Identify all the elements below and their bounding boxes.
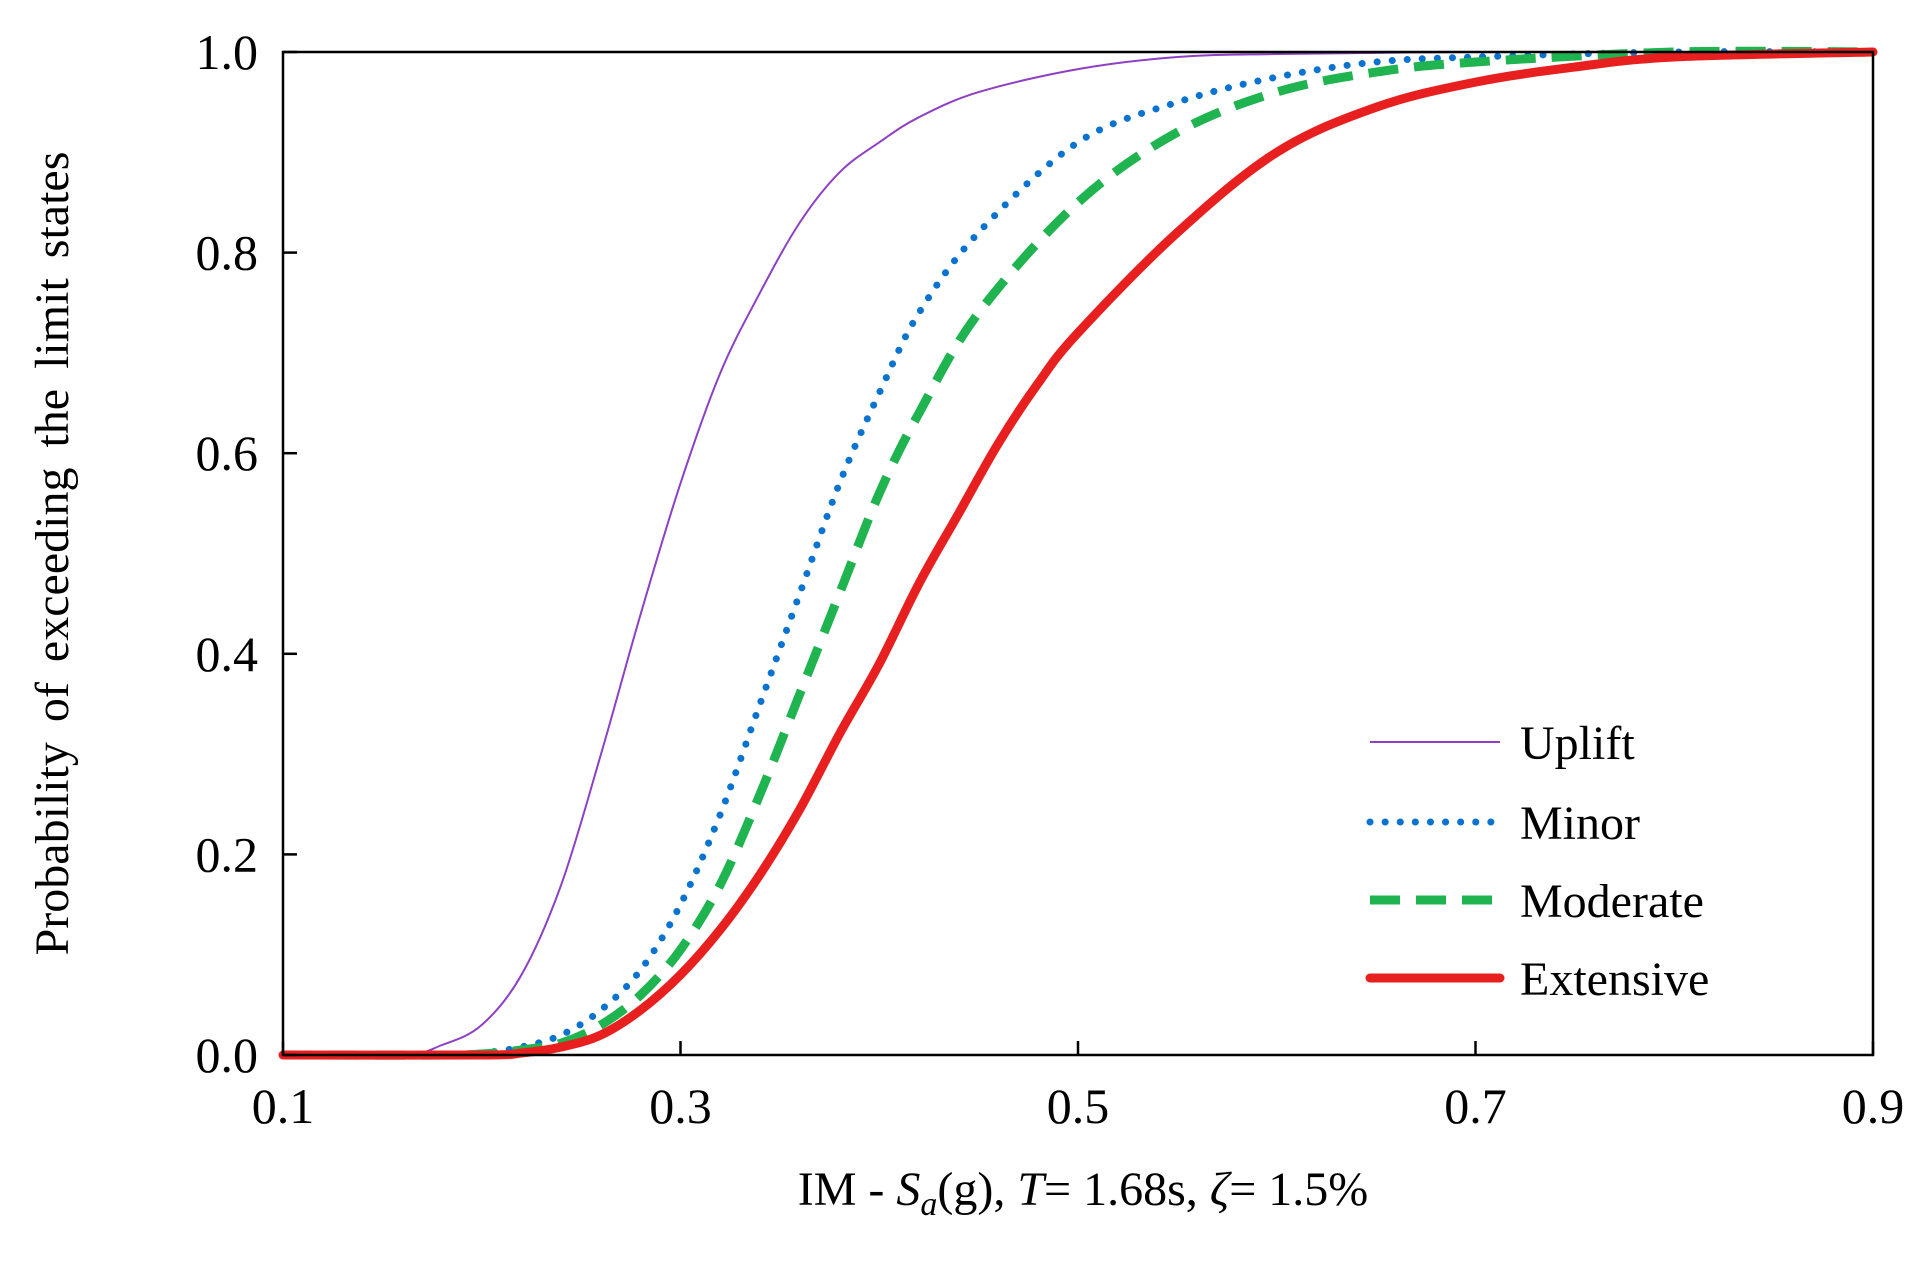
x-axis-title: IM - Sa(g), T= 1.68s, ζ= 1.5% bbox=[798, 1163, 1369, 1223]
y-tick-label: 0.2 bbox=[196, 826, 259, 882]
x-tick-label: 0.5 bbox=[1047, 1078, 1110, 1134]
x-tick-label: 0.3 bbox=[649, 1078, 712, 1134]
y-tick-label: 0.0 bbox=[196, 1027, 259, 1083]
x-title-s-subscript: a bbox=[920, 1186, 937, 1223]
x-tick-label: 0.7 bbox=[1444, 1078, 1507, 1134]
legend-label-extensive: Extensive bbox=[1520, 953, 1709, 1006]
x-tick-label: 0.1 bbox=[252, 1078, 315, 1134]
x-title-t: T bbox=[1017, 1163, 1047, 1216]
y-tick-label: 0.8 bbox=[196, 225, 259, 281]
x-tick-label: 0.9 bbox=[1842, 1078, 1905, 1134]
x-title-unit: (g), bbox=[937, 1163, 1017, 1216]
y-tick-label: 0.6 bbox=[196, 425, 259, 481]
x-title-t-value: = 1.68s, bbox=[1044, 1163, 1210, 1216]
x-title-s: S bbox=[896, 1163, 920, 1216]
x-title-zeta-value: = 1.5% bbox=[1229, 1163, 1368, 1216]
x-title-zeta: ζ bbox=[1210, 1163, 1233, 1216]
ticks-layer: 0.1 0.3 0.5 0.7 0.9 0.0 0.2 0.4 0.6 0.8 1.0 bbox=[196, 24, 1905, 1134]
legend-label-moderate: Moderate bbox=[1520, 875, 1704, 928]
y-tick-label: 0.4 bbox=[196, 626, 259, 682]
y-axis-title: Probability of exceeding the limit state… bbox=[26, 152, 79, 956]
legend: Uplift Minor Moderate Extensive bbox=[1365, 717, 1709, 1006]
series-line-extensive bbox=[278, 47, 1878, 1060]
legend-label-minor: Minor bbox=[1520, 797, 1640, 850]
y-tick-label: 1.0 bbox=[196, 24, 259, 80]
x-title-prefix: IM - bbox=[798, 1163, 897, 1216]
legend-label-uplift: Uplift bbox=[1520, 717, 1635, 770]
